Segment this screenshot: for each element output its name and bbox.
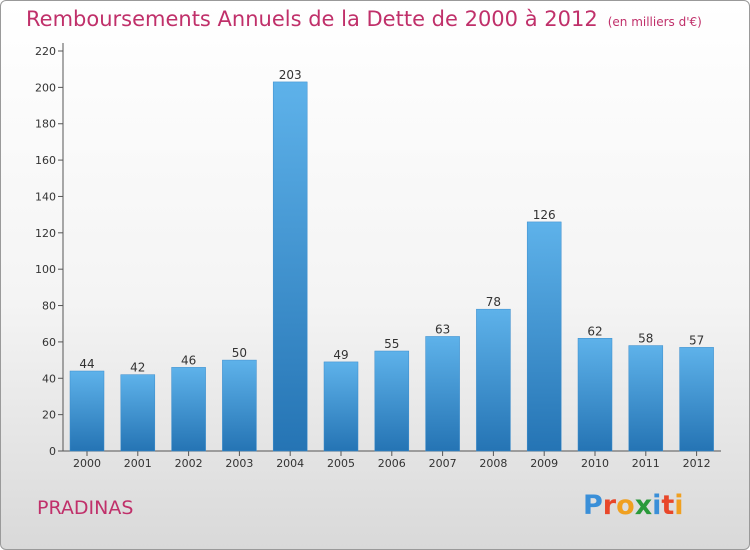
bar-2003 bbox=[222, 359, 257, 452]
bar-2004 bbox=[272, 81, 308, 452]
data-label: 63 bbox=[435, 322, 450, 336]
bar-2012 bbox=[679, 347, 714, 452]
data-label: 49 bbox=[333, 348, 348, 362]
y-tick-label: 40 bbox=[42, 372, 56, 385]
logo-letter: x bbox=[634, 490, 653, 521]
x-tick-label: 2007 bbox=[429, 457, 457, 470]
data-label: 46 bbox=[181, 353, 196, 367]
logo-letter: P bbox=[583, 490, 603, 521]
x-tick-label: 2012 bbox=[683, 457, 711, 470]
x-tick-label: 2011 bbox=[632, 457, 660, 470]
logo-letter: i bbox=[652, 490, 662, 521]
bar-2007 bbox=[425, 336, 460, 452]
y-tick-label: 140 bbox=[35, 190, 56, 203]
y-tick-label: 60 bbox=[42, 336, 56, 349]
y-tick-label: 120 bbox=[35, 227, 56, 240]
bar-2010 bbox=[577, 338, 613, 452]
town-name: PRADINAS bbox=[37, 497, 134, 519]
data-label: 44 bbox=[79, 357, 94, 371]
logo-letter: r bbox=[602, 490, 617, 521]
data-label: 42 bbox=[130, 361, 145, 375]
data-label: 126 bbox=[533, 208, 556, 222]
x-tick-label: 2001 bbox=[124, 457, 152, 470]
x-tick-label: 2006 bbox=[378, 457, 406, 470]
data-label: 50 bbox=[232, 346, 247, 360]
x-tick-label: 2004 bbox=[276, 457, 304, 470]
x-tick-label: 2010 bbox=[581, 457, 609, 470]
bar-2006 bbox=[374, 350, 410, 452]
y-tick-label: 180 bbox=[35, 118, 56, 131]
chart-unit: (en milliers d'€) bbox=[607, 15, 702, 29]
bars bbox=[69, 81, 714, 452]
bar-2005 bbox=[323, 361, 359, 452]
bar-2000 bbox=[69, 370, 105, 452]
data-label: 57 bbox=[689, 333, 704, 347]
logo-letter: t bbox=[661, 490, 675, 521]
data-label: 58 bbox=[638, 332, 653, 346]
x-tick-label: 2000 bbox=[73, 457, 101, 470]
proxiti-logo[interactable]: Proxiti bbox=[583, 490, 684, 521]
x-tick-label: 2009 bbox=[530, 457, 558, 470]
bar-2011 bbox=[628, 345, 664, 452]
y-tick-label: 160 bbox=[35, 154, 56, 167]
data-label: 78 bbox=[486, 295, 501, 309]
axes: 0 20 40 60 80 100 120 140 160 180 200 220 2000 2001 20… bbox=[35, 43, 721, 470]
chart-title-text: Remboursements Annuels de la Dette de 20… bbox=[26, 7, 598, 31]
y-tick-label: 80 bbox=[42, 300, 56, 313]
x-tick-label: 2008 bbox=[479, 457, 507, 470]
x-tick-label: 2002 bbox=[175, 457, 203, 470]
data-label: 55 bbox=[384, 337, 399, 351]
data-label: 203 bbox=[279, 68, 302, 82]
data-label: 62 bbox=[587, 324, 602, 338]
data-labels: 44 42 46 50 203 49 55 63 78 126 62 58 57 bbox=[79, 68, 704, 375]
y-tick-label: 220 bbox=[35, 45, 56, 58]
logo-letter: i bbox=[674, 490, 684, 521]
x-tick-label: 2003 bbox=[225, 457, 253, 470]
y-tick-label: 100 bbox=[35, 263, 56, 276]
bar-2002 bbox=[171, 367, 206, 452]
y-tick-label: 0 bbox=[49, 445, 56, 458]
bar-2009 bbox=[526, 221, 562, 452]
y-tick-label: 200 bbox=[35, 81, 56, 94]
logo-letter: o bbox=[616, 490, 635, 521]
x-tick-label: 2005 bbox=[327, 457, 355, 470]
bar-2008 bbox=[476, 308, 511, 452]
bar-2001 bbox=[120, 374, 156, 452]
y-tick-label: 20 bbox=[42, 409, 56, 422]
chart-title: Remboursements Annuels de la Dette de 20… bbox=[26, 7, 702, 31]
